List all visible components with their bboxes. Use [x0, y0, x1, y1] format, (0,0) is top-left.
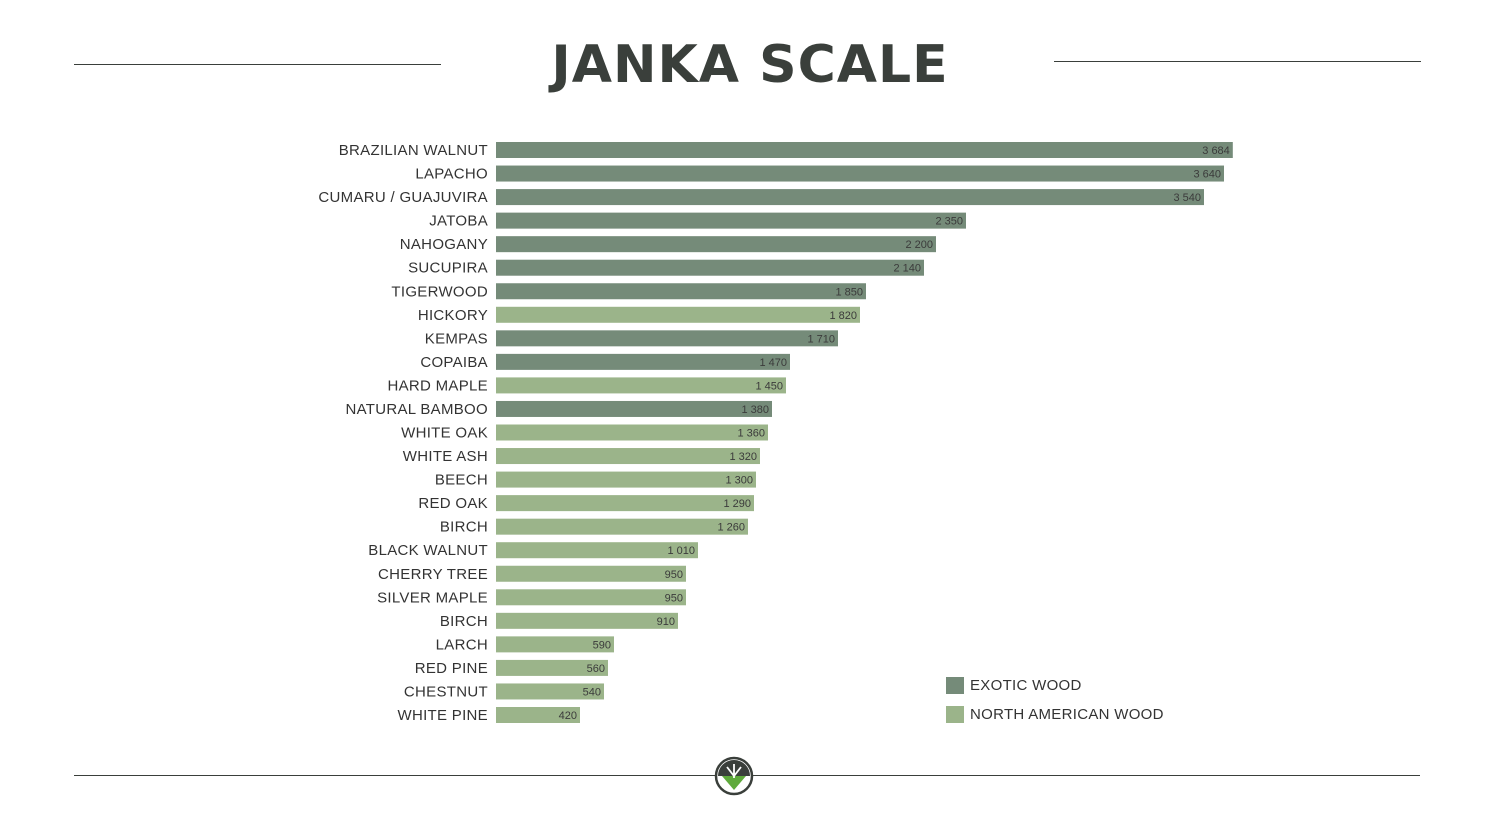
value-label: 1 820	[829, 310, 857, 322]
value-label: 3 540	[1173, 192, 1201, 204]
title-rule-left	[74, 64, 441, 65]
bar	[496, 377, 786, 394]
legend-label-exotic: EXOTIC WOOD	[970, 677, 1082, 694]
value-label: 1 010	[667, 545, 695, 557]
bar	[496, 518, 748, 535]
category-label: LARCH	[436, 636, 488, 653]
category-label: LAPACHO	[415, 166, 488, 183]
category-label: BIRCH	[440, 519, 488, 536]
value-label: 950	[665, 569, 683, 581]
value-label: 1 360	[737, 428, 765, 440]
bar	[496, 612, 678, 629]
value-label: 540	[583, 686, 601, 698]
value-label: 1 320	[729, 451, 757, 463]
value-label: 910	[657, 616, 675, 628]
value-label: 1 450	[755, 380, 783, 392]
category-label: RED OAK	[418, 495, 488, 512]
legend-label-north-american: NORTH AMERICAN WOOD	[970, 706, 1164, 723]
category-label: HARD MAPLE	[387, 377, 488, 394]
value-label: 420	[559, 710, 577, 722]
bar	[496, 707, 580, 723]
category-label: COPAIBA	[420, 354, 488, 371]
bar	[496, 283, 866, 300]
legend-item-north-american: NORTH AMERICAN WOOD	[946, 706, 1164, 723]
category-label: CHERRY TREE	[378, 566, 488, 583]
value-label: 560	[587, 663, 605, 675]
value-label: 2 350	[935, 216, 963, 228]
category-label: BEECH	[435, 472, 488, 489]
bar	[496, 565, 686, 582]
chart-title: JANKA SCALE	[551, 35, 949, 95]
bar	[496, 330, 838, 347]
category-label: KEMPAS	[425, 330, 488, 347]
category-label: BIRCH	[440, 613, 488, 630]
category-label: BLACK WALNUT	[368, 542, 488, 559]
category-label: SUCUPIRA	[408, 260, 488, 277]
leaf-logo-icon	[714, 756, 754, 796]
bar	[496, 142, 1233, 158]
bar	[496, 353, 790, 370]
category-label: HICKORY	[418, 307, 488, 324]
category-label: NAHOGANY	[400, 236, 488, 253]
bar	[496, 189, 1204, 206]
category-label: BRAZILIAN WALNUT	[339, 142, 488, 159]
bar	[496, 683, 604, 700]
value-label: 1 470	[759, 357, 787, 369]
value-label: 590	[593, 639, 611, 651]
bar	[496, 165, 1224, 182]
bar	[496, 236, 936, 253]
value-label: 3 640	[1193, 169, 1221, 181]
legend-swatch-north-american	[946, 706, 964, 723]
bar	[496, 589, 686, 606]
bar	[496, 495, 754, 512]
value-label: 1 300	[725, 475, 753, 487]
bar	[496, 471, 756, 488]
bar	[496, 212, 966, 229]
value-label: 1 380	[741, 404, 769, 416]
bar	[496, 659, 608, 676]
bar	[496, 424, 768, 441]
legend-swatch-exotic	[946, 677, 964, 694]
category-label: JATOBA	[429, 213, 488, 230]
bar	[496, 636, 614, 653]
bar	[496, 448, 760, 465]
category-label: NATURAL BAMBOO	[345, 401, 488, 418]
value-label: 3 684	[1202, 145, 1230, 157]
category-label: SILVER MAPLE	[377, 589, 488, 606]
category-label: CUMARU / GUAJUVIRA	[318, 189, 488, 206]
title-rule-right	[1054, 61, 1421, 62]
value-label: 2 200	[905, 239, 933, 251]
value-label: 950	[665, 592, 683, 604]
bar	[496, 306, 860, 323]
category-label: CHESTNUT	[404, 683, 488, 700]
value-label: 2 140	[893, 263, 921, 275]
value-label: 1 710	[807, 333, 835, 345]
value-label: 1 850	[835, 286, 863, 298]
janka-bar-chart: BRAZILIAN WALNUT LAPACHO CUMARU / GUAJUVIR…	[318, 142, 1233, 724]
legend-item-exotic: EXOTIC WOOD	[946, 677, 1082, 694]
category-label: WHITE OAK	[401, 425, 488, 442]
category-labels-group: BRAZILIAN WALNUT LAPACHO CUMARU / GUAJUVIR…	[318, 142, 488, 724]
value-label: 1 260	[717, 522, 745, 534]
bar	[496, 542, 698, 559]
bar	[496, 259, 924, 276]
category-label: WHITE PINE	[397, 707, 488, 724]
category-label: WHITE ASH	[403, 448, 488, 465]
category-label: TIGERWOOD	[391, 283, 488, 300]
value-label: 1 290	[723, 498, 751, 510]
bars-group	[496, 142, 1233, 723]
bar	[496, 400, 772, 417]
category-label: RED PINE	[415, 660, 488, 677]
